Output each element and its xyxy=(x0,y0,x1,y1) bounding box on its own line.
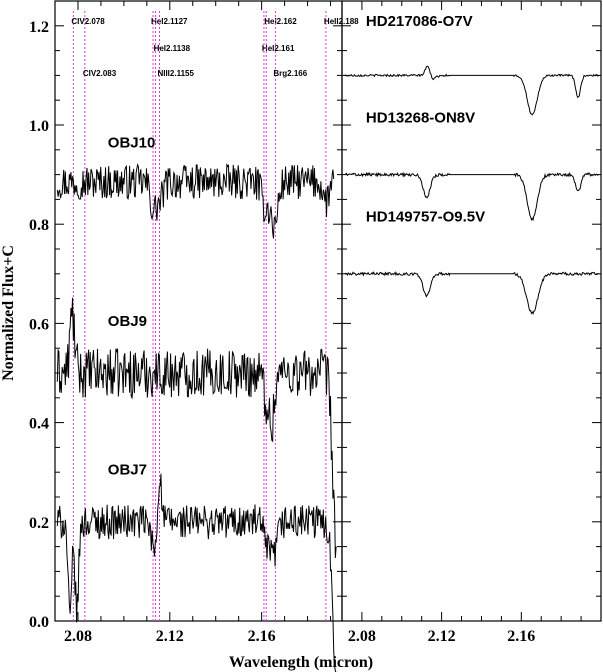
y-tick-label: 1.2 xyxy=(29,19,49,36)
x-tick-label: 2.12 xyxy=(428,628,456,645)
series-label: HD217086-O7V xyxy=(366,13,473,30)
y-tick-label: 0.8 xyxy=(29,217,49,234)
spectral-line-label: CIV2.083 xyxy=(83,69,117,78)
series-label: OBJ9 xyxy=(108,313,147,330)
spectral-line-label: HeI2.162 xyxy=(264,17,297,26)
y-tick-label: 1.0 xyxy=(29,118,49,135)
y-tick-label: 0.0 xyxy=(29,614,49,631)
spectral-line-label: HeI2.161 xyxy=(262,44,295,53)
spectrum-line xyxy=(56,162,335,239)
x-tick-label: 2.12 xyxy=(156,628,184,645)
series-label: OBJ7 xyxy=(108,462,147,479)
right-panel: 2.08 2.12 2.16 HD217086-O7V HD13268-ON8V HD14… xyxy=(341,0,602,645)
spectral-line-label: NIII2.1155 xyxy=(157,69,194,78)
spectral-line-label: HeI2.1127 xyxy=(151,17,188,26)
x-tick-label: 2.16 xyxy=(507,628,535,645)
left-panel: 2.08 2.12 2.16 0.0 0.2 0.4 0.6 0.8 1.0 1.2 CIV2.07… xyxy=(29,0,359,672)
series-label: OBJ10 xyxy=(108,134,156,151)
y-axis-title: Normalized Flux+C xyxy=(0,245,17,381)
spectral-line-label: Brg2.166 xyxy=(273,69,307,78)
spectrum-line xyxy=(344,271,599,315)
spectrum-line xyxy=(56,297,337,558)
x-axis-title: Wavelength (micron) xyxy=(229,654,373,671)
spectral-line-label: HeI2.1138 xyxy=(154,44,191,53)
x-tick-label: 2.08 xyxy=(348,628,376,645)
y-tick-label: 0.2 xyxy=(29,515,49,532)
spectral-line-label: CIV2.078 xyxy=(71,17,105,26)
y-tick-label: 0.6 xyxy=(29,316,49,333)
series-label: HD149757-O9.5V xyxy=(366,209,485,226)
spectrum-line xyxy=(344,65,599,116)
spectrum-line xyxy=(344,171,599,222)
series-label: HD13268-ON8V xyxy=(366,110,475,127)
y-tick-label: 0.4 xyxy=(29,416,49,433)
plot-frame xyxy=(341,0,602,622)
spectrum-line xyxy=(56,473,338,672)
x-tick-label: 2.16 xyxy=(248,628,276,645)
x-tick-label: 2.08 xyxy=(64,628,92,645)
